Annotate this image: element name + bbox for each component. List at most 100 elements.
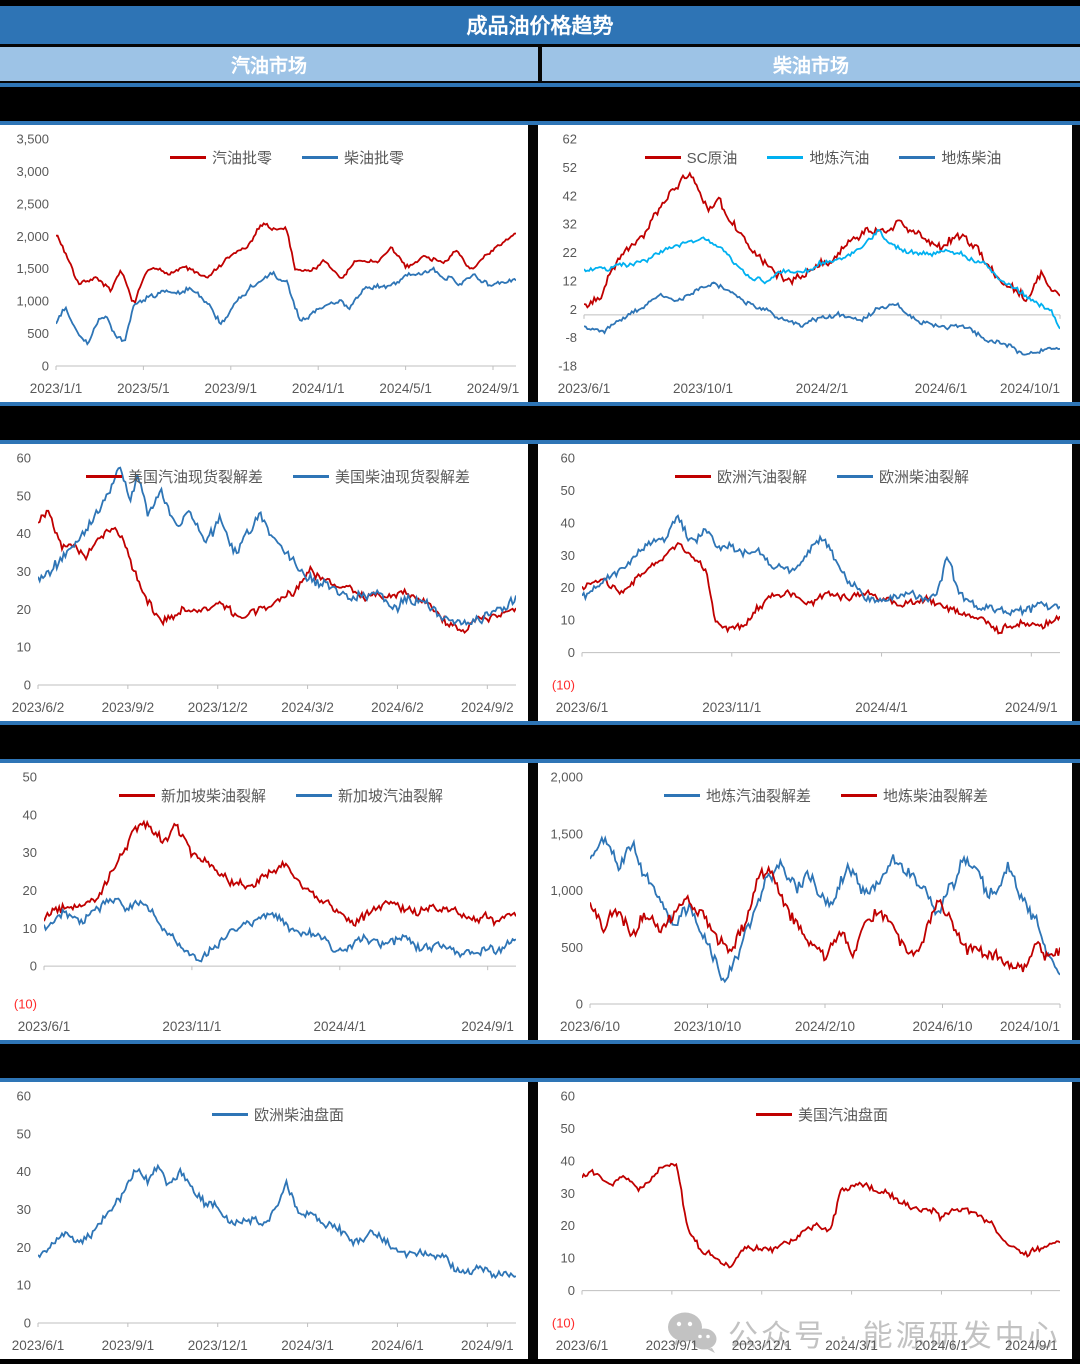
y-tick-label: 1,000: [550, 883, 583, 898]
column-divider: [528, 763, 538, 1040]
x-tick-label: 2024/4/1: [314, 1019, 367, 1034]
x-tick-label: 2023/9/1: [646, 1338, 699, 1353]
series-line-1: [38, 509, 516, 634]
x-tick-label: 2023/10/10: [674, 1019, 742, 1034]
y-tick-label: 0: [30, 959, 37, 974]
accent-line: [0, 759, 1080, 763]
y-tick-label: 1,000: [16, 294, 49, 309]
y-tick-label: 20: [17, 1240, 31, 1255]
y-tick-label: 500: [27, 326, 49, 341]
column-header-gasoline-label: 汽油市场: [230, 55, 307, 77]
y-tick-label: 20: [561, 1218, 575, 1233]
y-tick-label: 10: [23, 921, 37, 936]
chart-singapore-crack-spreads: 50 40 30 20 10 0 (10) 2023/6/1 2023/11/1 2024/4/1…: [0, 763, 528, 1040]
y-tick-label: 60: [561, 1089, 575, 1104]
chart-us-spot-crack-spreads: 60 50 40 30 20 10 0 2023/6/2 2023/9/2 2023/12/2 20…: [0, 444, 528, 721]
x-tick-label: 2023/10/1: [673, 381, 733, 396]
y-tick-label: 10: [561, 613, 575, 628]
y-tick-label: 2,000: [550, 770, 583, 785]
y-tick-label: -8: [565, 330, 577, 345]
y-tick-label: (10): [552, 678, 575, 693]
x-tick-label: 2024/10/1: [1000, 381, 1060, 396]
column-header-diesel-label: 柴油市场: [772, 55, 849, 77]
accent-line: [0, 440, 1080, 444]
x-tick-label: 2023/9/2: [102, 700, 155, 715]
accent-line: [0, 721, 1080, 725]
y-tick-label: 20: [561, 580, 575, 595]
y-tick-label: 60: [561, 451, 575, 466]
charts-row-2: 60 50 40 30 20 10 0 2023/6/2 2023/9/2 2023/12/2 20…: [0, 444, 1080, 721]
chart-canvas: 60 50 40 30 20 10 0 2023/6/1 2023/9/1 2023/12/1 20…: [12, 1089, 516, 1353]
y-tick-label: 40: [23, 807, 37, 822]
series-line-2: [584, 229, 1060, 330]
column-header-gasoline: 汽油市场: [0, 47, 538, 81]
y-tick-label: 20: [17, 602, 31, 617]
top-border: [0, 0, 1080, 6]
x-tick-label: 2024/2/1: [796, 381, 849, 396]
right-border: [1072, 125, 1080, 402]
y-tick-label: 10: [17, 1278, 31, 1293]
series-line-1: [56, 222, 516, 305]
bottom-border: [0, 1359, 1080, 1364]
x-tick-label: 2024/9/1: [461, 1338, 514, 1353]
x-tick-label: 2023/9/1: [102, 1338, 155, 1353]
y-tick-label: 32: [563, 217, 577, 232]
column-header-diesel: 柴油市场: [542, 47, 1080, 81]
charts-row-3: 50 40 30 20 10 0 (10) 2023/6/1 2023/11/1 2024/4/1…: [0, 763, 1080, 1040]
accent-line: [0, 1040, 1080, 1044]
x-tick-label: 2023/11/1: [162, 1019, 221, 1034]
chart-canvas: 2,000 1,500 1,000 500 0 2023/6/10 2023/10/10 20…: [550, 770, 1061, 1034]
y-tick-label: 10: [561, 1251, 575, 1266]
right-border: [1072, 444, 1080, 721]
x-tick-label: 2024/9/2: [461, 700, 514, 715]
x-tick-label: 2024/1/1: [292, 381, 345, 396]
x-tick-label: 2023/6/1: [12, 1338, 65, 1353]
column-divider: [538, 47, 542, 81]
y-tick-label: 60: [17, 451, 31, 466]
series-line-1: [582, 542, 1060, 635]
y-tick-label: 30: [561, 1186, 575, 1201]
series-line-1: [44, 819, 516, 928]
x-tick-label: 2023/6/1: [556, 700, 609, 715]
y-tick-label: (10): [14, 997, 37, 1012]
y-tick-label: 0: [568, 645, 575, 660]
series-line-3: [584, 281, 1060, 356]
column-divider: [528, 125, 538, 402]
y-tick-label: 22: [563, 245, 577, 260]
y-tick-label: 2,000: [16, 229, 49, 244]
y-tick-label: 40: [17, 526, 31, 541]
x-tick-label: 2024/9/1: [1005, 700, 1058, 715]
y-tick-label: 20: [23, 883, 37, 898]
y-tick-label: 0: [24, 678, 31, 693]
y-tick-label: 42: [563, 188, 577, 203]
x-tick-label: 2023/6/1: [556, 1338, 609, 1353]
redacted-title-bar-row1: [0, 87, 1080, 121]
y-tick-label: 30: [17, 1202, 31, 1217]
x-tick-label: 2023/6/1: [558, 381, 611, 396]
y-tick-label: 0: [568, 1283, 575, 1298]
x-tick-label: 2024/10/1: [1000, 1019, 1060, 1034]
chart-canvas: 60 50 40 30 20 10 0 (10) 2023/6/1 2023/11/1 2024/4…: [552, 451, 1060, 715]
x-tick-label: 2024/4/1: [855, 700, 908, 715]
series-line-2: [590, 864, 1060, 973]
y-tick-label: 40: [17, 1164, 31, 1179]
column-divider: [528, 1082, 538, 1359]
redacted-title-bar-row4: [0, 1044, 1080, 1078]
x-tick-label: 2024/6/2: [371, 700, 424, 715]
x-tick-label: 2024/9/1: [1005, 1338, 1058, 1353]
y-tick-label: 50: [23, 770, 37, 785]
chart-canvas: 62 52 42 32 22 12 2 -8 -18 2023/6/1 2023/10/1 2024/…: [558, 132, 1061, 396]
chart-gasoline-diesel-wholesale-retail: 3,500 3,000 2,500 2,000 1,500 1,000 500 0 2023/1…: [0, 125, 528, 402]
x-tick-label: 2024/3/1: [281, 1338, 334, 1353]
x-tick-label: 2024/6/10: [912, 1019, 972, 1034]
x-tick-label: 2024/9/1: [467, 381, 520, 396]
y-tick-label: 50: [561, 1121, 575, 1136]
chart-canvas: 50 40 30 20 10 0 (10) 2023/6/1 2023/11/1 2024/4/1…: [14, 770, 516, 1034]
x-tick-label: 2023/12/1: [732, 1338, 792, 1353]
y-tick-label: 0: [42, 359, 49, 374]
y-tick-label: 50: [561, 483, 575, 498]
x-tick-label: 2024/3/1: [825, 1338, 878, 1353]
y-tick-label: 3,000: [16, 164, 49, 179]
chart-local-refinery-crack-spreads: 2,000 1,500 1,000 500 0 2023/6/10 2023/10/10 20…: [538, 763, 1072, 1040]
charts-row-1: 3,500 3,000 2,500 2,000 1,500 1,000 500 0 2023/1…: [0, 125, 1080, 402]
